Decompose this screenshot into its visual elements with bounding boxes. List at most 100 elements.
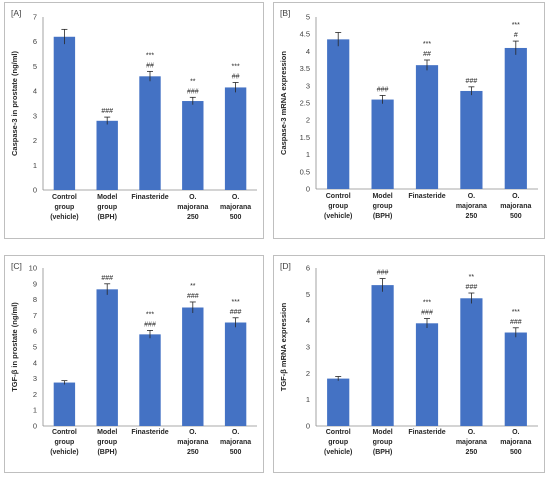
x-category-label: Model	[97, 429, 117, 436]
significance-label: ###	[187, 88, 199, 95]
bar-3	[139, 76, 161, 190]
x-category-label: (vehicle)	[324, 449, 352, 456]
x-category-label: Model	[372, 429, 392, 436]
x-category-label: (vehicle)	[324, 213, 352, 220]
y-tick-label: 5	[306, 290, 310, 299]
y-tick-label: 6	[306, 264, 310, 273]
x-category-label: (vehicle)	[50, 214, 78, 221]
y-tick-label: 3	[33, 111, 37, 120]
x-category-label: Finasteride	[131, 429, 168, 436]
x-category-label: (BPH)	[97, 214, 116, 221]
bar-3	[139, 334, 161, 426]
x-category-label: Finasteride	[408, 193, 445, 200]
x-category-label: Control	[52, 429, 77, 436]
y-tick-label: 5	[33, 343, 37, 352]
x-category-label: group	[54, 204, 74, 211]
panel-label: [D]	[280, 261, 291, 271]
x-category-label: Control	[52, 194, 77, 201]
bar-1	[53, 382, 76, 426]
x-category-label: 250	[466, 449, 478, 456]
y-tick-label: 4.5	[300, 30, 310, 39]
bar-4	[460, 298, 483, 426]
y-tick-label: 6	[33, 37, 37, 46]
x-category-label: (vehicle)	[50, 449, 78, 456]
x-category-label: group	[97, 439, 117, 446]
significance-label: ###	[421, 310, 433, 317]
y-tick-label: 3	[306, 343, 310, 352]
bar-2	[371, 285, 394, 426]
x-category-label: majorana	[177, 439, 208, 446]
x-category-label: O.	[468, 429, 475, 436]
bar-2	[96, 289, 118, 426]
x-category-label: group	[373, 203, 393, 210]
significance-label: #	[514, 32, 518, 39]
y-axis-label: Caspase-3 mRNA expression	[279, 51, 288, 155]
y-tick-label: 0	[306, 185, 310, 194]
x-category-label: 500	[510, 449, 522, 456]
y-tick-label: 3	[33, 374, 37, 383]
chart-panel-b: [B] 0 0.5 1 1.5 2 2.5 3 3.5 4 4.5 5 Caspase-3 mRNA e…	[273, 2, 545, 239]
significance-label: ***	[146, 52, 154, 59]
panel-label: [A]	[11, 8, 21, 18]
y-tick-label: 1	[306, 395, 310, 404]
x-category-label: (BPH)	[373, 449, 392, 456]
bar-4	[182, 307, 204, 426]
y-tick-label: 3.5	[300, 64, 310, 73]
x-category-label: group	[328, 203, 348, 210]
significance-label: ***	[232, 63, 240, 70]
x-category-label: O.	[189, 429, 196, 436]
x-category-label: 250	[187, 449, 199, 456]
significance-label: ###	[230, 309, 242, 316]
significance-label: **	[469, 274, 475, 281]
x-category-label: majorana	[500, 439, 531, 446]
x-category-label: 500	[230, 449, 242, 456]
x-category-label: majorana	[177, 204, 208, 211]
significance-label: ###	[101, 275, 113, 282]
chart-svg-d: [D] 0 1 2 3 4 5 6 TGF-β mRNA expression Control gr…	[279, 261, 538, 456]
bar-2	[96, 120, 118, 190]
y-tick-label: 1	[33, 406, 37, 415]
y-tick-label: 8	[33, 295, 37, 304]
x-category-label: group	[328, 439, 348, 446]
y-tick-label: 0	[33, 422, 37, 431]
bar-1	[53, 36, 76, 191]
y-tick-label: 5	[306, 13, 310, 22]
x-category-label: O.	[189, 194, 196, 201]
y-tick-label: 2	[33, 136, 37, 145]
y-tick-label: 2	[33, 390, 37, 399]
y-tick-label: 4	[306, 316, 310, 325]
x-category-label: group	[373, 439, 393, 446]
y-tick-label: 7	[33, 13, 37, 22]
significance-label: ##	[232, 73, 240, 80]
significance-label: ***	[512, 309, 520, 316]
y-tick-label: 4	[306, 47, 310, 56]
x-category-label: Control	[326, 429, 351, 436]
bar-1	[327, 378, 350, 426]
bar-5	[224, 322, 247, 426]
x-category-label: (BPH)	[97, 449, 116, 456]
y-tick-label: 1	[33, 161, 37, 170]
significance-label: ###	[144, 321, 156, 328]
x-category-label: Model	[372, 193, 392, 200]
significance-label: ###	[377, 86, 389, 93]
y-tick-label: 5	[33, 62, 37, 71]
significance-label: ##	[146, 62, 154, 69]
x-category-label: majorana	[220, 204, 251, 211]
y-axis-label: TGF-β mRNA expression	[279, 302, 288, 391]
bar-5	[224, 87, 247, 190]
y-tick-label: 1.5	[300, 133, 310, 142]
y-tick-label: 10	[29, 264, 37, 273]
chart-svg-c: [C] 0 1 2 3 4 5 6 7 8 9 10 TGF-β in prostate (ng/ml)…	[10, 261, 257, 456]
bar-4	[460, 90, 483, 189]
significance-label: ##	[423, 51, 431, 58]
significance-label: ***	[423, 41, 431, 48]
x-category-label: 500	[510, 213, 522, 220]
bar-5	[504, 47, 527, 190]
significance-label: ###	[466, 78, 478, 85]
y-tick-label: 4	[33, 87, 37, 96]
y-tick-label: 0	[306, 422, 310, 431]
y-axis-label: TGF-β in prostate (ng/ml)	[10, 302, 19, 392]
y-tick-label: 3	[306, 81, 310, 90]
y-tick-label: 6	[33, 327, 37, 336]
x-category-label: majorana	[220, 439, 251, 446]
